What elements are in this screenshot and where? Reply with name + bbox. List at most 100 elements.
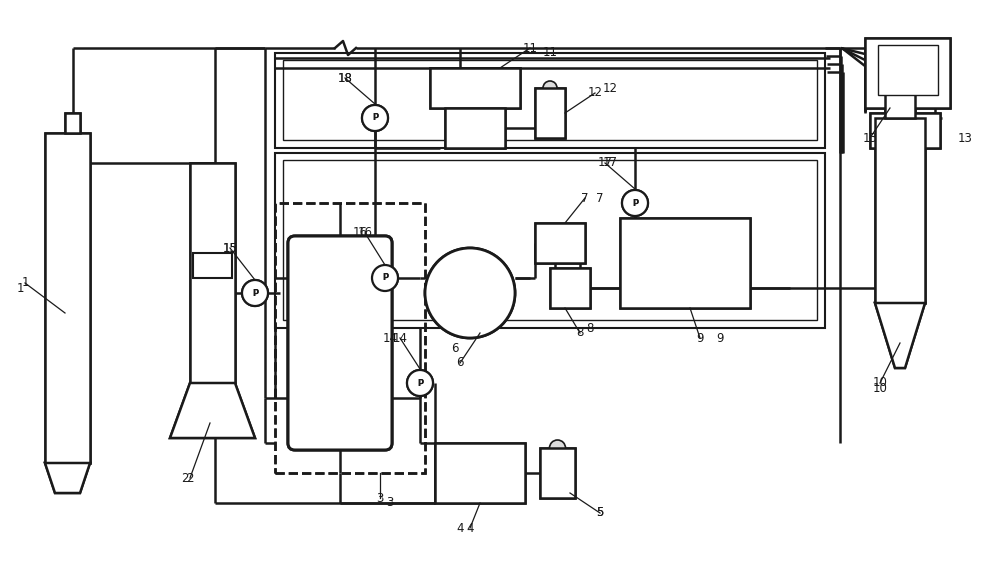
Bar: [885, 78, 915, 118]
Text: 2: 2: [186, 472, 194, 484]
Bar: [275, 153, 825, 328]
Text: 5: 5: [596, 507, 604, 519]
Circle shape: [362, 105, 388, 131]
Bar: [620, 218, 750, 308]
Text: P: P: [632, 198, 638, 208]
Circle shape: [550, 440, 566, 456]
Text: 15: 15: [223, 241, 237, 255]
Bar: [878, 45, 938, 95]
Bar: [275, 203, 425, 473]
Circle shape: [372, 265, 398, 291]
Text: 14: 14: [382, 332, 398, 345]
Bar: [865, 38, 950, 108]
Text: 12: 12: [588, 86, 602, 100]
Text: 1: 1: [16, 282, 24, 294]
Text: 3: 3: [376, 491, 384, 504]
Bar: [445, 108, 505, 148]
Bar: [435, 443, 525, 503]
Circle shape: [622, 190, 648, 216]
Bar: [885, 78, 915, 118]
Text: 4: 4: [456, 522, 464, 535]
Bar: [550, 268, 590, 308]
Circle shape: [362, 105, 388, 131]
Bar: [865, 38, 950, 108]
Text: 17: 17: [598, 156, 612, 170]
Bar: [190, 163, 235, 383]
Bar: [535, 223, 585, 263]
Text: 4: 4: [466, 522, 474, 535]
Text: 11: 11: [522, 41, 538, 54]
Bar: [283, 160, 817, 320]
Text: 14: 14: [392, 332, 408, 345]
Polygon shape: [45, 463, 90, 493]
Bar: [435, 443, 525, 503]
Text: 8: 8: [586, 321, 594, 335]
Text: 12: 12: [602, 82, 618, 94]
Text: 17: 17: [602, 156, 618, 170]
Text: 18: 18: [338, 72, 352, 85]
Text: 7: 7: [581, 191, 589, 205]
Text: 6: 6: [451, 342, 459, 354]
Bar: [550, 268, 590, 308]
Text: 5: 5: [596, 507, 604, 519]
Text: P: P: [417, 378, 423, 388]
Polygon shape: [45, 463, 90, 493]
Bar: [875, 118, 925, 303]
Bar: [535, 88, 565, 138]
Circle shape: [543, 81, 557, 95]
Circle shape: [242, 280, 268, 306]
Text: 16: 16: [352, 227, 368, 240]
FancyBboxPatch shape: [288, 236, 392, 450]
Circle shape: [425, 248, 515, 338]
Bar: [870, 113, 940, 148]
Text: 10: 10: [873, 381, 887, 395]
Polygon shape: [170, 383, 255, 438]
Text: 2: 2: [181, 472, 189, 484]
Bar: [65, 113, 80, 133]
FancyBboxPatch shape: [288, 236, 392, 450]
Bar: [878, 45, 938, 95]
Text: 8: 8: [576, 326, 584, 339]
Bar: [620, 218, 750, 308]
Circle shape: [372, 265, 398, 291]
Text: 13: 13: [863, 132, 877, 145]
Polygon shape: [875, 303, 925, 368]
Text: 10: 10: [873, 377, 887, 389]
Bar: [275, 53, 825, 148]
Text: 3: 3: [386, 497, 394, 510]
Text: P: P: [372, 114, 378, 122]
Bar: [445, 108, 505, 148]
Text: 16: 16: [358, 227, 372, 240]
Bar: [45, 133, 90, 463]
Bar: [65, 113, 80, 133]
Circle shape: [242, 280, 268, 306]
Text: 15: 15: [223, 241, 237, 255]
Circle shape: [407, 370, 433, 396]
Text: 9: 9: [696, 332, 704, 345]
Bar: [190, 163, 235, 383]
Bar: [875, 118, 925, 303]
Bar: [535, 88, 565, 138]
Text: P: P: [382, 273, 388, 283]
Text: 13: 13: [958, 132, 972, 145]
Bar: [535, 223, 585, 263]
Bar: [283, 60, 817, 140]
Bar: [540, 448, 575, 498]
Text: P: P: [372, 114, 378, 122]
Text: 18: 18: [338, 72, 352, 85]
Bar: [430, 68, 520, 108]
Bar: [193, 253, 232, 278]
Polygon shape: [875, 303, 925, 368]
Bar: [45, 133, 90, 463]
Text: 1: 1: [21, 276, 29, 290]
Text: P: P: [632, 198, 638, 208]
Polygon shape: [170, 383, 255, 438]
Circle shape: [425, 248, 515, 338]
Bar: [430, 68, 520, 108]
Circle shape: [622, 190, 648, 216]
Text: 11: 11: [542, 47, 558, 59]
Text: P: P: [382, 273, 388, 283]
Text: P: P: [252, 289, 258, 297]
Bar: [275, 203, 425, 473]
Text: P: P: [252, 289, 258, 297]
